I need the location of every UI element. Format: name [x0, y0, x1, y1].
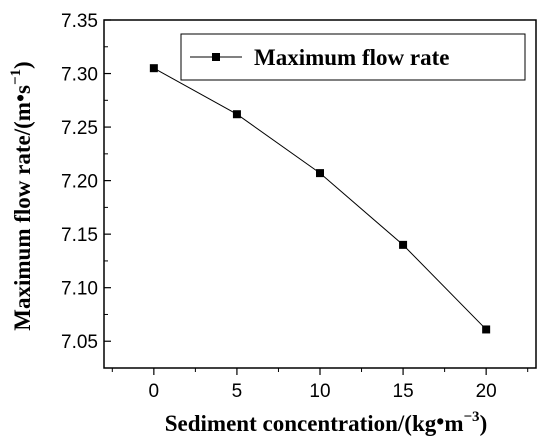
y-tick-label: 7.25	[61, 118, 98, 139]
data-point	[149, 64, 158, 73]
x-tick-label: 0	[149, 381, 160, 402]
x-tick-label: 20	[476, 381, 497, 402]
y-tick-label: 7.15	[61, 225, 98, 246]
x-tick-label: 15	[393, 381, 414, 402]
legend: Maximum flow rate	[180, 33, 526, 81]
x-tick-label: 10	[309, 381, 330, 402]
y-tick-label: 7.20	[61, 172, 98, 193]
legend-marker	[212, 53, 220, 61]
y-axis: 7.05 7.10 7.15 7.20 7.25 7.30 7.35	[61, 11, 111, 353]
y-tick-label: 7.05	[61, 332, 98, 353]
y-tick-label: 7.30	[61, 65, 98, 86]
x-axis-title: Sediment concentration/(kg•m−3)	[165, 409, 487, 436]
y-axis-title: Maximum flow rate/(m•s−1)	[8, 61, 35, 330]
legend-label: Maximum flow rate	[254, 45, 449, 70]
y-tick-label: 7.35	[61, 11, 98, 32]
data-point	[316, 169, 324, 178]
series-markers	[149, 64, 491, 334]
x-tick-label: 5	[232, 381, 243, 402]
x-axis: 0 5 10 15 20	[111, 368, 529, 402]
data-point	[232, 110, 241, 119]
data-point	[482, 325, 491, 334]
data-point	[399, 240, 408, 249]
y-tick-label: 7.10	[61, 279, 98, 300]
series-line-maximum-flow-rate	[153, 67, 487, 330]
